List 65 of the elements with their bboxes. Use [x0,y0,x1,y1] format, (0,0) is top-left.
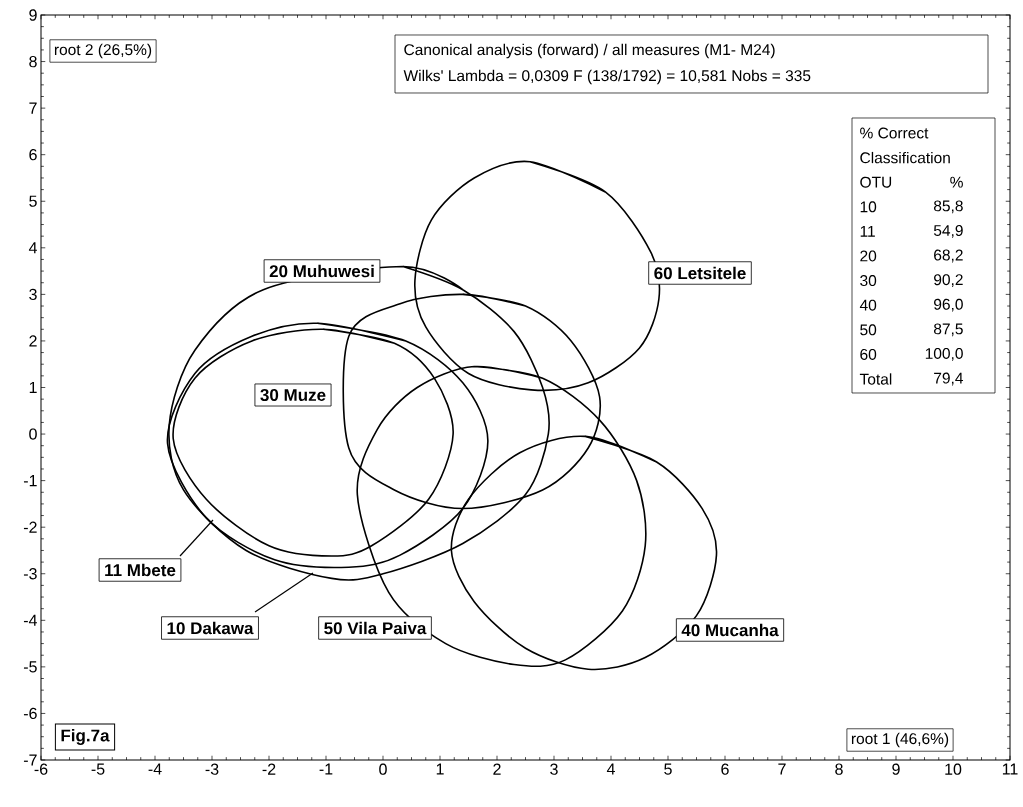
annotation: % Correct [860,127,929,139]
annotation: 10 [860,201,877,213]
annotation: Canonical analysis (forward) / all measures (M1- M24) [404,43,775,59]
x-tick-label: 6 [721,763,729,775]
y-tick-label: 8 [29,55,37,68]
x-tick-label: 4 [606,763,615,775]
y-tick-label: -6 [23,707,37,720]
annotation: Fig.7a [61,729,110,745]
x-tick-label: -1 [319,763,333,775]
annotation: 54,9 [933,224,963,238]
y-tick-label: 9 [29,9,37,21]
y-tick-label: 1 [29,381,37,393]
annotation: 60 [860,348,877,360]
y-tick-label: -3 [23,568,37,580]
annotation: root 2 (26,5%) [54,43,152,59]
x-tick-label: 5 [664,763,672,775]
annotation: 20 [860,250,877,262]
series-label: 30 Muze [260,388,326,402]
y-tick-label: 5 [29,195,37,207]
annotation: 79,4 [934,372,964,386]
annotation: 100,0 [925,348,963,361]
y-tick-label: 6 [29,149,37,161]
y-tick-label: 4 [28,242,37,254]
annotation: 11 [860,226,875,237]
y-tick-label: 3 [29,288,37,301]
series-label: 20 Muhuwesi [269,264,374,278]
text: 11 Mbete [105,563,176,577]
series-label: 50 Vila Paiva [324,621,427,635]
series-label: 40 Mucanha [681,623,779,637]
annotation: 85,8 [933,200,963,214]
text: 10 Dakawa [167,621,254,635]
annotation: root 1 (46,6%) [851,732,949,748]
x-tick-label: 0 [379,763,387,775]
x-tick-label: 2 [493,763,501,775]
series-label: 60 Letsitele [654,266,746,280]
x-tick-label: 1 [436,763,444,775]
x-tick-label: -2 [262,763,276,775]
x-tick-label: 11 [1002,763,1018,775]
x-tick-label: 7 [778,763,786,775]
x-tick-label: -5 [91,763,105,775]
x-tick-label: 9 [892,763,900,775]
annotation: Classification [860,151,950,164]
y-tick-label: 7 [29,102,37,114]
annotation: 40 [859,299,877,311]
y-tick-label: -4 [23,614,37,626]
annotation: Total [859,373,892,385]
annotation: % [950,176,963,188]
x-tick-label: 8 [835,763,843,775]
y-tick-label: 0 [29,428,37,440]
annotation: 68,2 [934,249,963,263]
y-tick-label: -5 [23,661,37,673]
annotation: 96,0 [934,298,963,312]
x-tick-label: 10 [945,763,962,775]
annotation: 87,5 [933,323,963,337]
x-tick-label: -3 [205,763,219,775]
annotation: OTU [860,176,892,188]
y-tick-label: -2 [23,521,37,533]
annotation: 50 [860,324,877,336]
y-tick-label: 2 [29,335,37,347]
annotation: 30 [860,275,877,287]
annotation: 90,2 [934,274,963,287]
x-tick-label: -4 [148,763,162,775]
y-tick-label: -1 [23,475,37,487]
annotation: Wilks' Lambda = 0,0309 F (138/1792) = 10,581 Nobs = 335 [403,69,811,85]
x-tick-label: 3 [550,763,558,775]
